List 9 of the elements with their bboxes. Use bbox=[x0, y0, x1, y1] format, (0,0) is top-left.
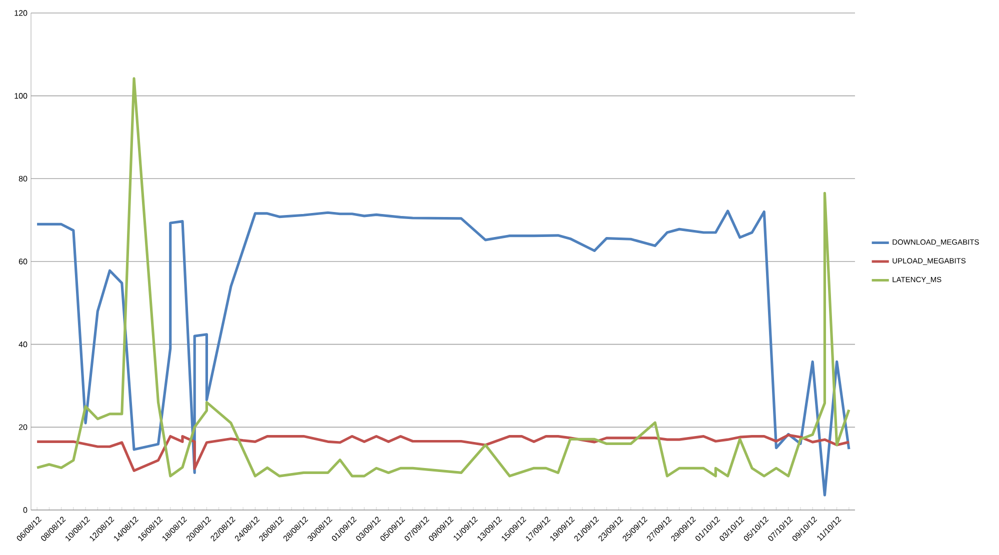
y-tick-label: 120 bbox=[14, 10, 28, 16]
y-tick-label: 0 bbox=[23, 507, 28, 513]
y-tick-label: 60 bbox=[18, 258, 28, 264]
line-series bbox=[36, 210, 850, 496]
y-tick-label: 100 bbox=[14, 93, 28, 99]
y-tick-label: 80 bbox=[18, 176, 28, 182]
y-tick-label: 40 bbox=[18, 342, 28, 348]
y-tick-label: 20 bbox=[18, 424, 28, 430]
line-series bbox=[36, 77, 850, 478]
